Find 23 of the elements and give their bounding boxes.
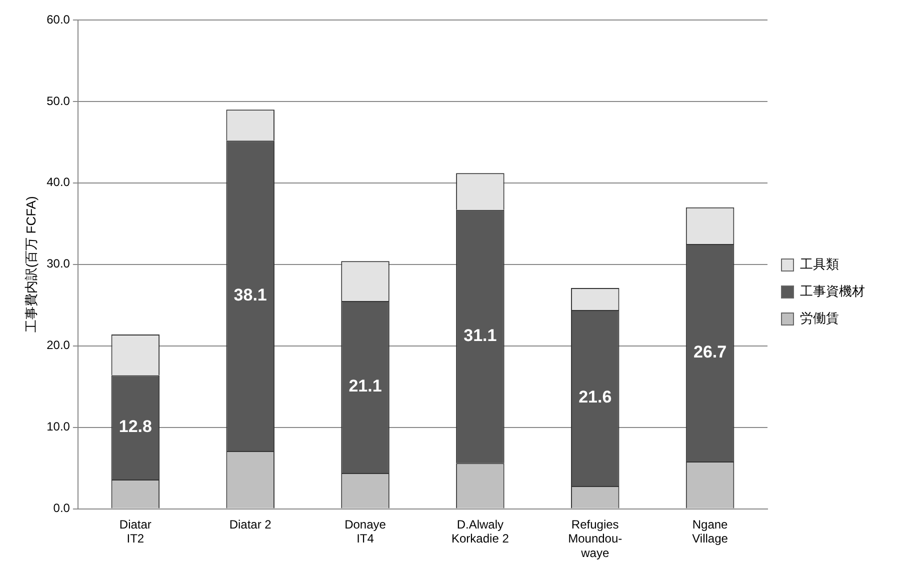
- x-tick-label: Diatar IT2: [119, 517, 152, 546]
- legend-label: 工事資機材: [800, 284, 865, 299]
- data-label: 12.8: [118, 417, 152, 436]
- y-tick-label: 20.0: [46, 338, 70, 352]
- y-tick-label: 30.0: [46, 256, 70, 271]
- y-tick-label: 50.0: [46, 94, 70, 108]
- x-tick-label: Refugies Moundou- waye: [568, 517, 622, 560]
- data-label: 38.1: [234, 285, 267, 304]
- x-tick-label: D.Alwaly Korkadie 2: [452, 517, 510, 546]
- y-tick-label: 60.0: [46, 12, 70, 26]
- y-tick-label: 40.0: [46, 175, 70, 190]
- legend-label: 工具類: [800, 256, 839, 272]
- data-label: 21.1: [348, 376, 382, 396]
- y-tick-label: 0.0: [53, 501, 70, 516]
- y-tick-label: 10.0: [46, 420, 70, 434]
- x-tick-label: Diatar 2: [229, 517, 272, 532]
- data-label: 31.1: [464, 326, 497, 346]
- y-axis-title: 工事費内訳(百万 FCFA): [23, 196, 38, 333]
- legend-label: 労働賃: [800, 310, 839, 326]
- x-tick-label: Donaye IT4: [344, 517, 386, 546]
- data-label: 21.6: [578, 388, 612, 407]
- x-tick-label: Ngane Village: [692, 517, 728, 546]
- data-label: 26.7: [693, 342, 727, 362]
